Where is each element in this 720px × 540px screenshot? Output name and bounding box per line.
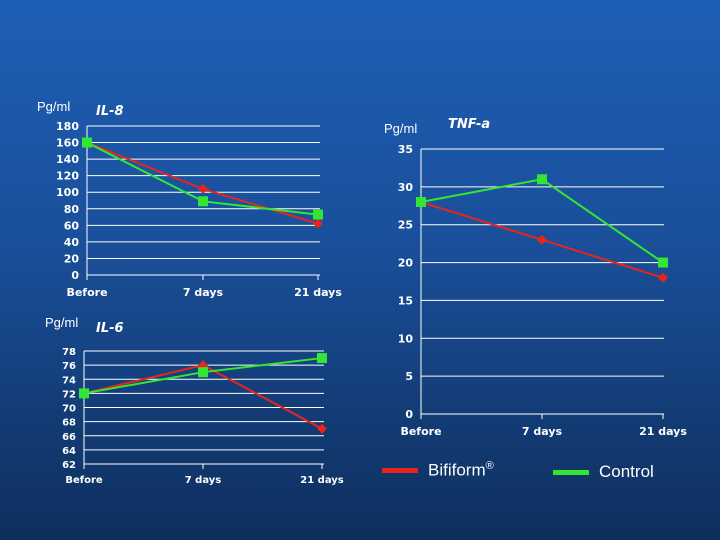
il8-y-tick-label: 0 (71, 269, 79, 282)
il6-y-tick-label: 78 (62, 347, 76, 358)
il6-x-tick-label: Before (65, 475, 103, 486)
legend-control-swatch (553, 469, 589, 475)
il8-bifiform-point (198, 183, 208, 194)
il6-unit-label: Pg/ml (45, 315, 79, 330)
tnf-y-tick-label: 20 (398, 257, 414, 270)
tnf-control-point (416, 197, 426, 207)
il8-y-tick-label: 40 (64, 236, 80, 249)
il8-y-tick-label: 180 (56, 120, 79, 133)
il8-bifiform-point (313, 218, 323, 229)
tnf-y-tick-label: 25 (398, 219, 413, 232)
il6-y-tick-label: 64 (62, 446, 76, 457)
il8-y-tick-label: 100 (56, 186, 79, 199)
tnf-y-tick-label: 5 (405, 370, 413, 383)
legend-control: Control (553, 462, 654, 482)
il8-control-point (82, 137, 92, 148)
il6-y-tick-label: 76 (62, 361, 76, 372)
il8-control-point (313, 209, 323, 220)
il8-y-tick-label: 120 (56, 170, 79, 183)
il6-y-tick-label: 62 (62, 460, 76, 471)
tnf-unit-label: Pg/ml (384, 121, 418, 136)
il8-y-tick-label: 160 (56, 137, 79, 150)
il8-unit-label: Pg/ml (37, 99, 71, 114)
tnf-y-tick-label: 10 (398, 332, 414, 345)
il6-control-point (79, 388, 89, 399)
il6-bifiform-point (317, 423, 327, 434)
il6-y-tick-label: 74 (62, 375, 76, 386)
il8-y-tick-label: 80 (64, 203, 80, 216)
il8-x-tick-label: 21 days (294, 286, 342, 299)
il8-y-tick-label: 140 (56, 153, 79, 166)
tnf-chart-title: TNF-a (448, 117, 491, 132)
tnf-y-tick-label: 15 (398, 294, 413, 307)
il6-control-point (317, 353, 327, 364)
tnf-y-tick-label: 30 (398, 181, 414, 194)
legend-bifiform-label: Bifiform® (428, 460, 494, 480)
il8-y-tick-label: 20 (64, 252, 80, 265)
il6-chart: 62 64 66 68 70 72 74 76 78 Before 7 days 21 days (62, 347, 344, 486)
il6-y-tick-label: 68 (62, 418, 76, 429)
legend-bifiform: Bifiform® (382, 460, 494, 481)
tnf-y-tick-label: 35 (398, 143, 413, 156)
tnf-x-tick-label: 21 days (639, 425, 687, 438)
tnf-x-tick-label: Before (400, 425, 441, 438)
il8-control-point (198, 196, 208, 207)
tnf-chart: 0 5 10 15 20 25 30 35 Before 7 days 21 days (398, 143, 688, 438)
il8-chart-title: IL-8 (96, 104, 124, 119)
il6-x-tick-label: 21 days (300, 475, 344, 486)
il6-y-tick-label: 72 (62, 389, 76, 400)
il6-y-tick-label: 66 (62, 432, 76, 443)
il8-chart: 0 20 40 60 80 100 120 140 160 180 Before 7 days 21 d… (56, 120, 342, 299)
il6-chart-title: IL-6 (96, 321, 124, 336)
tnf-control-point (658, 257, 668, 268)
il6-y-tick-label: 70 (62, 404, 76, 415)
il8-x-tick-label: 7 days (183, 286, 224, 299)
il6-x-tick-label: 7 days (185, 475, 222, 486)
tnf-y-tick-label: 0 (405, 408, 413, 421)
tnf-control-line (420, 178, 664, 264)
il6-control-point (198, 367, 208, 378)
tnf-bifiform-point (658, 272, 668, 283)
il8-y-tick-label: 60 (64, 219, 80, 232)
tnf-x-tick-label: 7 days (522, 425, 563, 438)
legend-bifiform-swatch (382, 467, 418, 473)
tnf-control-point (537, 174, 547, 185)
il8-x-tick-label: Before (66, 286, 107, 299)
legend-control-label: Control (599, 462, 654, 481)
tnf-bifiform-point (537, 234, 547, 245)
